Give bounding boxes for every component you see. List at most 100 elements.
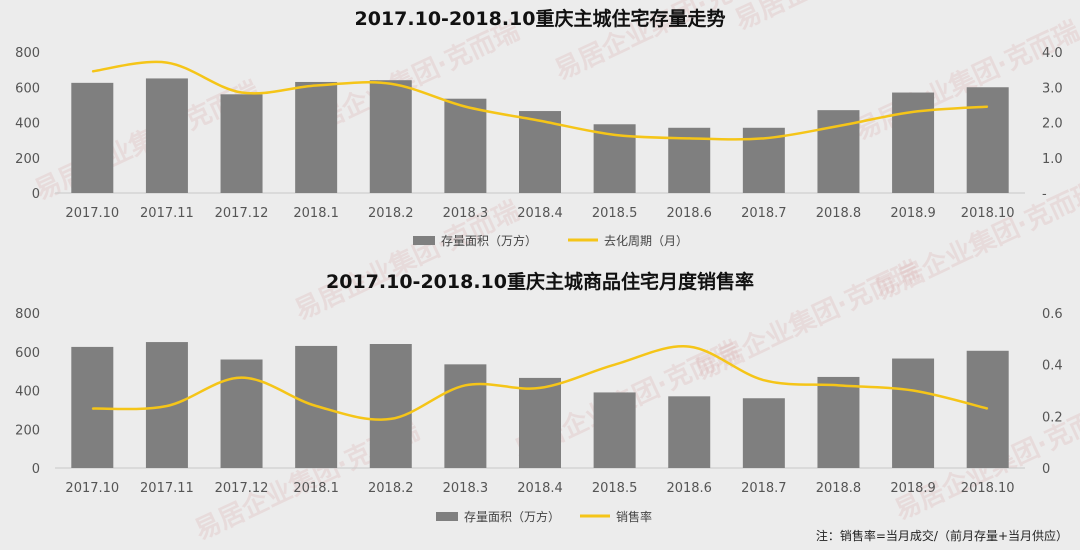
bar-2018.6: [668, 396, 711, 468]
chart2-legend-bar-label: 存量面积（万方）: [464, 509, 560, 524]
line-point-2017.11: [166, 405, 168, 407]
x-tick-label: 2018.7: [741, 481, 787, 496]
x-tick-label: 2018.3: [443, 206, 489, 221]
x-tick-label: 2018.8: [816, 206, 862, 221]
x-tick-label: 2018.3: [443, 481, 489, 496]
line-point-2018.8: [837, 125, 839, 127]
chart2-bars: [71, 342, 1009, 468]
line-point-2018.3: [464, 384, 466, 386]
line-point-2017.12: [241, 377, 243, 379]
line-point-2018.8: [837, 384, 839, 386]
bar-2018.8: [817, 376, 860, 468]
y-right-tick-label: -: [1042, 187, 1047, 202]
y-left-tick-label: 200: [15, 423, 40, 438]
line-point-2018.7: [763, 137, 765, 139]
line-point-2017.10: [91, 70, 93, 72]
line-point-2018.9: [912, 390, 914, 391]
x-tick-label: 2017.11: [140, 206, 194, 221]
line-point-2017.12: [241, 92, 243, 94]
bar-2017.11: [145, 78, 188, 193]
x-tick-label: 2018.5: [592, 481, 638, 496]
line-point-2018.2: [390, 418, 392, 420]
chart1-title: 2017.10-2018.10重庆主城住宅存量走势: [355, 7, 726, 30]
x-tick-label: 2017.12: [215, 206, 269, 221]
y-left-tick-label: 800: [15, 307, 40, 322]
chart1-legend: 存量面积（万方） 去化周期（月）: [413, 233, 688, 248]
chart2-line: [91, 345, 989, 421]
y-right-tick-label: 0: [1042, 462, 1050, 477]
y-right-tick-label: 1.0: [1042, 152, 1063, 167]
x-tick-label: 2017.11: [140, 481, 194, 496]
chart2-x-ticks: 2017.10 2017.11 2017.12 2018.1 2018.2 2018.3 2…: [65, 481, 1014, 496]
chart1-legend-bar-swatch: [413, 236, 435, 245]
y-left-tick-label: 600: [15, 346, 40, 361]
x-tick-label: 2018.6: [666, 206, 712, 221]
x-tick-label: 2018.6: [666, 481, 712, 496]
line-point-2018.4: [539, 120, 541, 122]
x-tick-label: 2018.1: [293, 481, 339, 496]
bar-2018.7: [742, 398, 785, 468]
y-right-tick-label: 0.6: [1042, 307, 1063, 322]
footnote: 注：销售率=当月成交/（前月存量+当月供应）: [816, 528, 1068, 543]
x-tick-label: 2018.9: [890, 206, 936, 221]
bar-2018.2: [369, 80, 412, 193]
line-point-2018.5: [614, 134, 616, 136]
bar-2018.3: [444, 98, 487, 193]
bar-2017.12: [220, 94, 263, 193]
bar-2018.2: [369, 344, 412, 468]
y-left-tick-label: 400: [15, 117, 40, 132]
bar-2017.12: [220, 359, 263, 468]
chart1-y-left-ticks: 0 200 400 600 800: [15, 46, 40, 202]
watermark-text: 易居企业集团·克而瑞: [730, 0, 964, 36]
y-right-tick-label: 0.2: [1042, 410, 1063, 425]
x-tick-label: 2018.9: [890, 481, 936, 496]
x-tick-label: 2018.2: [368, 481, 414, 496]
x-tick-label: 2018.1: [293, 206, 339, 221]
line-point-2018.1: [315, 405, 317, 407]
x-tick-label: 2017.12: [215, 481, 269, 496]
y-left-tick-label: 0: [32, 187, 40, 202]
y-left-tick-label: 0: [32, 462, 40, 477]
bar-2018.9: [892, 92, 935, 193]
y-left-tick-label: 600: [15, 81, 40, 96]
bar-2018.1: [295, 81, 338, 193]
chart1-x-ticks: 2017.10 2017.11 2017.12 2018.1 2018.2 2018.3 2…: [65, 206, 1014, 221]
x-tick-label: 2018.2: [368, 206, 414, 221]
chart2-legend-bar-swatch: [436, 512, 458, 521]
line-point-2018.7: [763, 379, 765, 381]
x-tick-label: 2018.10: [961, 481, 1015, 496]
bar-2018.9: [892, 358, 935, 468]
bar-2018.10: [966, 87, 1009, 193]
y-right-tick-label: 4.0: [1042, 46, 1063, 61]
chart2-y-right-ticks: 0 0.2 0.4 0.6: [1042, 307, 1063, 477]
line-point-2018.3: [464, 106, 466, 108]
x-tick-label: 2018.10: [961, 206, 1015, 221]
line-point-2018.5: [614, 364, 616, 366]
y-right-tick-label: 3.0: [1042, 81, 1063, 96]
line-point-2018.6: [688, 137, 690, 139]
chart1-legend-line-label: 去化周期（月）: [604, 234, 688, 248]
watermark-text: 易居企业集团·克而瑞: [870, 175, 1080, 306]
y-left-tick-label: 200: [15, 152, 40, 167]
line-point-2018.9: [912, 111, 914, 113]
y-right-tick-label: 2.0: [1042, 117, 1063, 132]
x-tick-label: 2018.4: [517, 206, 563, 221]
bar-2017.10: [71, 82, 114, 193]
line-point-2017.10: [91, 408, 93, 410]
bar-2018.10: [966, 350, 1009, 468]
y-left-tick-label: 400: [15, 385, 40, 400]
line-point-2018.2: [390, 83, 392, 85]
x-tick-label: 2018.7: [741, 206, 787, 221]
x-tick-label: 2018.8: [816, 481, 862, 496]
bar-2018.5: [593, 392, 636, 468]
x-tick-label: 2017.10: [65, 481, 119, 496]
chart1-line: [91, 60, 989, 141]
line-point-2018.10: [987, 106, 989, 108]
bar-2018.4: [519, 377, 561, 468]
chart2-title: 2017.10-2018.10重庆主城商品住宅月度销售率: [326, 270, 754, 293]
line-point-2018.10: [987, 408, 989, 410]
chart2-legend-line-label: 销售率: [616, 509, 652, 524]
x-tick-label: 2018.4: [517, 481, 563, 496]
bar-2018.3: [444, 364, 487, 468]
